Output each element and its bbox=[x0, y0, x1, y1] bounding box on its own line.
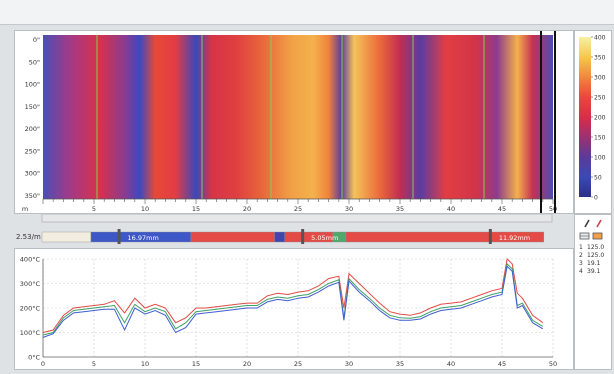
status-bar-row-label: 2.53/m bbox=[16, 233, 41, 241]
temperature-chart: 400°C 300°C 200°C 100°C 0°C0 5 10 15 20 25 30 35 40 4… bbox=[20, 256, 557, 369]
heatmap-y-tick: 100" bbox=[25, 81, 40, 89]
chart-y-tick: 400°C bbox=[20, 256, 41, 264]
chart-series-line bbox=[42, 262, 544, 336]
heatmap-image bbox=[43, 35, 553, 199]
status-bar: 2.53/m 16.97mm 5.05mm 11.92mm bbox=[16, 213, 553, 244]
chart-x-tick: 10 bbox=[141, 360, 149, 368]
chart-grid bbox=[42, 258, 554, 358]
status-bar-segment bbox=[345, 231, 545, 243]
heatmap-y-tick: 350" bbox=[25, 192, 40, 200]
heatmap-markers bbox=[96, 35, 485, 199]
colorbar-tick: 0 bbox=[594, 195, 598, 202]
status-bar-label: 5.05mm bbox=[311, 234, 338, 242]
chart-y-tick: 100°C bbox=[20, 329, 41, 337]
heatmap-y-tick: 150" bbox=[25, 103, 40, 111]
chart-y-tick: 200°C bbox=[20, 305, 41, 313]
heatmap-svg: 0" 50" 100" 150" 200" 250" 300" 350" m 5 10 15 20 25… bbox=[22, 8, 557, 228]
legend-value: 125.0 bbox=[587, 252, 604, 259]
chart-series-line bbox=[42, 257, 544, 333]
heatmap-x-tick: 50 bbox=[549, 205, 557, 213]
measurement-table-icon[interactable] bbox=[579, 232, 590, 240]
heatmap-x-axis: m 5 10 15 20 25 30 35 40 45 50 bbox=[22, 198, 557, 213]
status-bar-marker bbox=[488, 229, 492, 244]
colorbar-tick: 150 bbox=[594, 135, 606, 142]
legend-value: 39.1 bbox=[587, 268, 601, 275]
chart-y-tick: 0°C bbox=[28, 354, 40, 362]
palette-icon[interactable] bbox=[592, 232, 603, 240]
heatmap-x-tick: 5 bbox=[92, 205, 96, 213]
colorbar-tick: 50 bbox=[594, 175, 602, 182]
chart-x-tick: 0 bbox=[41, 360, 45, 368]
heatmap-x-tick: 35 bbox=[396, 205, 404, 213]
status-bar-segment bbox=[41, 231, 92, 243]
heatmap-x-tick: 45 bbox=[498, 205, 506, 213]
chart-x-tick: 5 bbox=[92, 360, 96, 368]
colorbar-tick: 200 bbox=[594, 115, 606, 122]
status-bar-track bbox=[41, 213, 553, 223]
pencil-icon[interactable] bbox=[584, 219, 590, 228]
color-pencil-icon[interactable] bbox=[596, 219, 602, 228]
legend-index: 3 bbox=[579, 260, 583, 267]
heatmap-x-tick: 40 bbox=[447, 205, 455, 213]
status-bar-marker bbox=[117, 229, 121, 244]
legend-value: 125.0 bbox=[587, 244, 604, 251]
colorbar-tick: 100 bbox=[594, 155, 606, 162]
heatmap-x-tick: 15 bbox=[192, 205, 200, 213]
chart-x-tick: 50 bbox=[549, 360, 557, 368]
chart-x-tick: 20 bbox=[243, 360, 251, 368]
legend-index: 4 bbox=[579, 268, 583, 275]
heatmap-x-tick: 25 bbox=[294, 205, 302, 213]
status-bar-label: 11.92mm bbox=[499, 234, 530, 242]
colorbar-tick: 350 bbox=[594, 55, 606, 62]
status-bar-label: 16.97mm bbox=[128, 234, 159, 242]
chart-x-tick: 25 bbox=[294, 360, 302, 368]
colorbar-tick: 300 bbox=[594, 75, 606, 82]
chart-x-tick: 40 bbox=[447, 360, 455, 368]
legend-value: 19.1 bbox=[587, 260, 601, 267]
heatmap-x-tick: 10 bbox=[141, 205, 149, 213]
status-bar-labels: 16.97mm 5.05mm 11.92mm bbox=[117, 229, 530, 244]
chart-x-tick: 45 bbox=[498, 360, 506, 368]
status-bar-segment bbox=[190, 231, 275, 243]
colorbar-tick: 250 bbox=[594, 95, 606, 102]
toolbar bbox=[0, 0, 614, 25]
heatmap-panel: 0" 50" 100" 150" 200" 250" 300" 350" m 5 10 15 20 25… bbox=[14, 8, 574, 228]
status-bar-segments bbox=[41, 231, 545, 243]
chart-x-tick: 30 bbox=[345, 360, 353, 368]
colorbar-svg: 400 350 300 250 200 150 100 50 0 bbox=[579, 35, 606, 202]
colorbar-tick: 400 bbox=[594, 35, 606, 42]
heatmap-y-tick: 50" bbox=[29, 58, 40, 66]
heatmap-y-tick: 0" bbox=[33, 36, 40, 44]
legend-index: 1 bbox=[579, 244, 583, 251]
heatmap-y-tick: 250" bbox=[25, 147, 40, 155]
heatmap-y-tick: 200" bbox=[25, 125, 40, 133]
colorbar-panel: 400 350 300 250 200 150 100 50 0 bbox=[574, 30, 612, 214]
chart-x-tick: 15 bbox=[192, 360, 200, 368]
heatmap-x-tick: 30 bbox=[345, 205, 353, 213]
heatmap-y-tick: 300" bbox=[25, 170, 40, 178]
side-panel: 1 125.0 2 125.0 3 19.1 4 39.1 bbox=[574, 214, 612, 370]
status-bar-segment bbox=[274, 231, 285, 243]
chart-series-line bbox=[42, 265, 544, 338]
colorbar-gradient bbox=[579, 37, 591, 197]
temperature-chart-panel: 400°C 300°C 200°C 100°C 0°C 0 5 10 15 20 25 30 35 40 4… bbox=[14, 248, 574, 370]
chart-y-tick: 300°C bbox=[20, 280, 41, 288]
measurement-legend: 1 125.0 2 125.0 3 19.1 4 39.1 bbox=[579, 244, 604, 275]
heatmap-y-axis: 0" 50" 100" 150" 200" 250" 300" 350" bbox=[25, 36, 40, 200]
colorbar-scale: 400 350 300 250 200 150 100 50 0 bbox=[591, 35, 606, 202]
legend-index: 2 bbox=[579, 252, 583, 259]
status-bar-marker bbox=[301, 229, 305, 244]
chart-x-tick: 35 bbox=[396, 360, 404, 368]
heatmap-x-tick: m bbox=[22, 205, 28, 213]
heatmap-x-tick: 20 bbox=[243, 205, 251, 213]
side-panel-svg: 1 125.0 2 125.0 3 19.1 4 39.1 bbox=[579, 219, 604, 275]
